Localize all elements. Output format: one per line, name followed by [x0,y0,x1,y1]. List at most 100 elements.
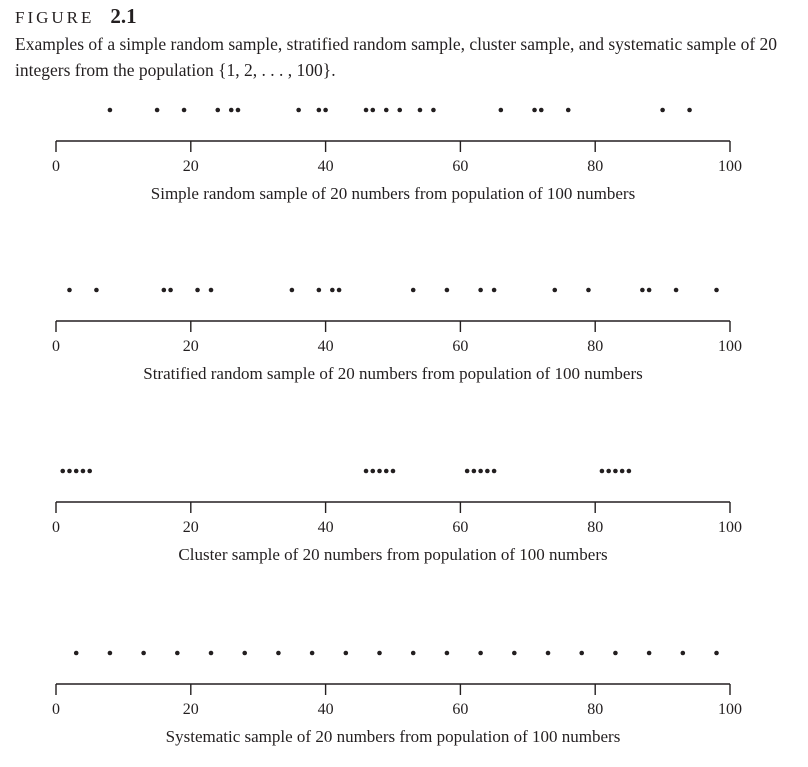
sample-point [545,650,551,656]
sample-point [377,468,382,474]
sample-point [276,650,281,656]
tick-label: 80 [587,519,603,536]
sample-point [478,287,483,293]
sample-point [235,107,241,113]
panel-title: Cluster sample of 20 numbers from popula… [178,545,607,564]
tick-label: 80 [587,338,603,355]
sample-point [175,650,180,656]
sample-point [390,468,396,474]
tick-label: 60 [452,519,468,536]
sample-point [565,107,571,113]
sample-point [478,468,483,474]
sample-point [195,287,200,293]
panel-title: Simple random sample of 20 numbers from … [151,184,635,203]
sample-point [73,468,79,474]
sample-point [646,650,652,656]
sample-point [370,107,376,113]
sample-point [491,468,497,474]
sample-point [485,468,490,474]
sample-point [410,650,416,656]
sample-point [431,107,436,113]
tick-label: 0 [52,519,60,536]
sample-point [80,468,86,474]
sample-point [410,287,416,293]
sample-point [181,107,187,113]
sample-panel: 0 20 40 60 80 100 Stratified random sample of … [52,287,742,383]
sample-point [538,107,544,113]
sample-point [289,287,295,293]
sample-point [168,287,173,293]
sample-point [343,650,349,656]
tick-label: 100 [718,158,742,175]
sample-point [309,650,315,656]
sample-point [377,650,382,656]
sample-point [215,107,221,113]
tick-label: 20 [183,701,199,718]
tick-label: 80 [587,701,603,718]
sample-point [417,107,423,113]
tick-label: 100 [718,338,742,355]
panel-title: Systematic sample of 20 numbers from pop… [166,727,621,746]
sample-point [336,287,342,293]
sample-point [383,107,389,113]
tick-label: 40 [318,519,334,536]
sample-point [370,468,376,474]
sample-point [680,650,686,656]
sample-point [498,107,504,113]
sample-point [154,107,160,113]
sample-point [94,287,99,293]
tick-label: 0 [52,338,60,355]
sample-point [626,468,632,474]
sample-point [646,287,652,293]
sample-point [208,287,214,293]
tick-label: 20 [183,519,199,536]
tick-label: 40 [318,158,334,175]
tick-label: 60 [452,158,468,175]
panel-title: Stratified random sample of 20 numbers f… [143,364,643,383]
sample-point [478,650,483,656]
tick-label: 40 [318,701,334,718]
sample-point [296,107,301,113]
tick-label: 20 [183,338,199,355]
sample-point [363,468,369,474]
sample-point [613,650,618,656]
sample-point [383,468,389,474]
sample-point [606,468,611,474]
sample-point [673,287,679,293]
sample-point [687,107,692,113]
tick-label: 40 [318,338,334,355]
sample-point [586,287,591,293]
sample-point [316,287,322,293]
figure-title: FIGURE 2.1 [15,4,800,29]
tick-label: 100 [718,701,742,718]
sample-point [660,107,665,113]
sample-point [107,107,113,113]
sample-point [599,468,605,474]
sample-point [471,468,477,474]
sample-point [67,287,72,293]
figure-number: 2.1 [110,4,137,28]
sample-point [444,287,450,293]
tick-label: 20 [183,158,199,175]
sample-point [619,468,625,474]
sample-point [316,107,322,113]
sample-point [552,287,558,293]
sample-point [613,468,618,474]
sample-point [397,107,403,113]
sample-panel: 0 20 40 60 80 100 Systematic sample of 20 numb… [52,650,742,746]
sample-point [60,468,66,474]
sample-point [464,468,470,474]
figure-label: FIGURE [15,8,95,27]
sample-point [242,650,248,656]
sample-point [208,650,214,656]
tick-label: 80 [587,158,603,175]
sample-point [491,287,497,293]
sample-point [444,650,450,656]
sample-point [512,650,517,656]
sample-point [579,650,585,656]
sample-point [323,107,328,113]
sample-point [363,107,369,113]
tick-label: 0 [52,158,60,175]
sample-point [714,287,719,293]
